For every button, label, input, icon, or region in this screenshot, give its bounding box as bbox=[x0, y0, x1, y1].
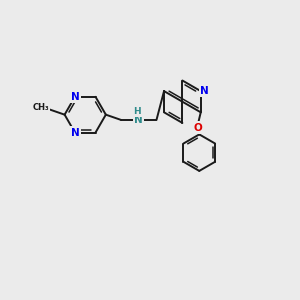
Text: O: O bbox=[194, 123, 202, 133]
Text: H: H bbox=[133, 107, 141, 116]
Text: N: N bbox=[70, 92, 79, 102]
Text: N: N bbox=[134, 115, 143, 125]
Text: CH₃: CH₃ bbox=[33, 103, 50, 112]
Text: N: N bbox=[200, 86, 209, 96]
Text: N: N bbox=[70, 128, 79, 137]
